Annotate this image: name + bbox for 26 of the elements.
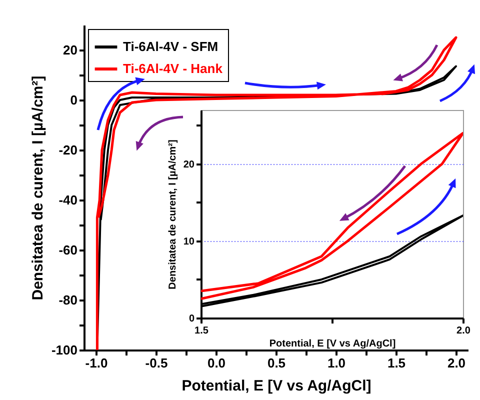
x-tick-label: 1.5 <box>194 326 209 336</box>
x-tick-label: 1.0 <box>327 356 346 370</box>
y-tick-label: 0 <box>188 314 195 324</box>
x-axis-title: Potential, E [V vs Ag/AgCl] <box>182 378 372 394</box>
y-tick-label: 0 <box>70 92 78 108</box>
x-tick-label: 2.0 <box>456 326 471 336</box>
x-axis-title: Potential, E [V vs Ag/AgCl] <box>269 338 396 350</box>
x-tick-label: -0.5 <box>145 356 168 370</box>
y-tick-label: -60 <box>58 242 78 258</box>
legend-label: Ti-6Al-4V - SFM <box>123 39 218 54</box>
legend-label: Ti-6Al-4V - Hank <box>123 61 224 76</box>
y-axis-title: Densitatea de curent, I [µA/cm²] <box>29 76 46 300</box>
y-axis-title: Densitatea de curent, I [µA/cm²] <box>167 140 178 290</box>
y-tick-label: -80 <box>58 292 78 308</box>
y-tick-label: -20 <box>58 142 78 158</box>
x-tick-label: 0.5 <box>267 356 286 370</box>
y-tick-label: 10 <box>183 236 195 248</box>
line-series <box>201 132 463 300</box>
x-tick-label: 1.5 <box>387 356 406 370</box>
y-tick-label: -40 <box>58 192 78 208</box>
x-tick-label: 0.0 <box>207 356 226 370</box>
x-tick-label: 2.0 <box>447 356 466 370</box>
x-tick-label: -1.0 <box>85 356 108 370</box>
y-tick-label: -100 <box>51 342 78 358</box>
y-tick-label: 20 <box>63 42 78 58</box>
y-tick-label: 20 <box>183 159 195 170</box>
